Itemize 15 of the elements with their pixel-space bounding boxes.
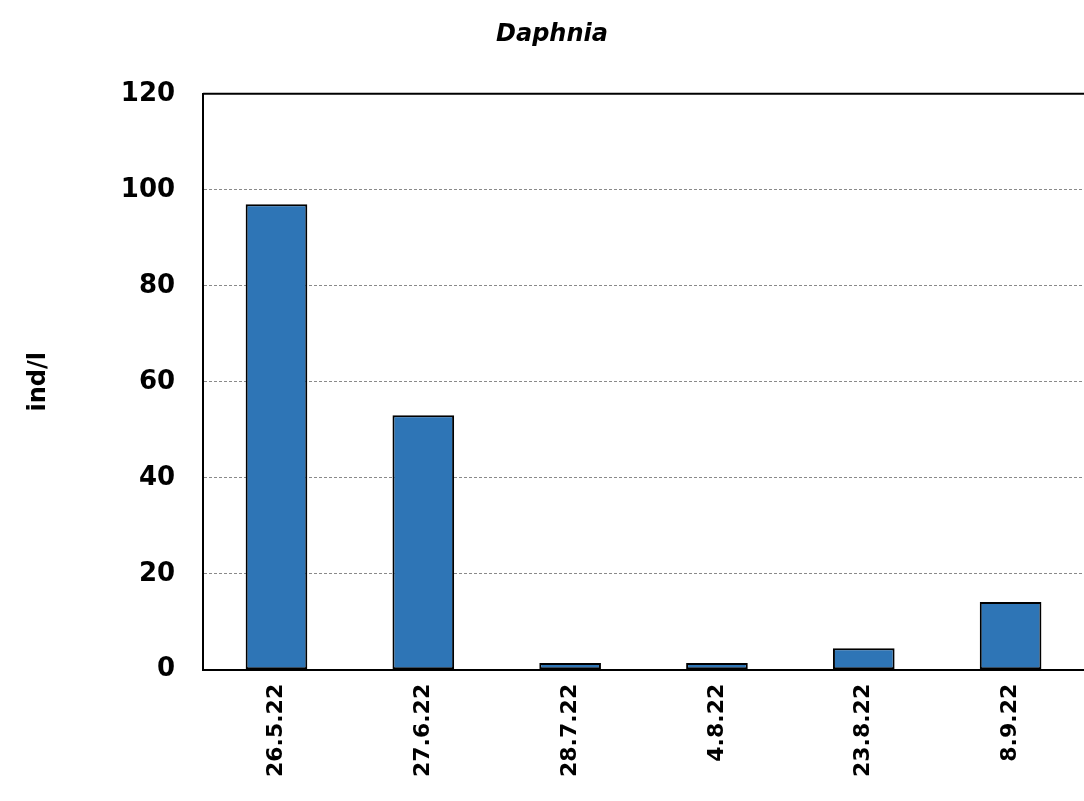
chart-title: Daphnia [496,18,608,47]
x-tick-label: 8.9.22 [996,683,1022,762]
x-tick-label: 28.7.22 [555,683,581,778]
x-tick-label: 23.8.22 [849,683,875,778]
y-tick-label: 80 [138,268,176,299]
x-tick-label: 27.6.22 [409,683,435,778]
y-tick-label: 60 [138,364,176,395]
y-tick-label: 0 [156,652,176,683]
y-tick-label: 20 [138,556,176,587]
x-tick-label: 26.5.22 [262,683,288,778]
y-tick-label: 100 [120,172,176,203]
y-tick-label: 120 [120,76,176,107]
y-axis-title: ind/l [22,352,51,412]
y-tick-label: 40 [138,460,176,491]
x-tick-label: 4.8.22 [702,683,728,762]
